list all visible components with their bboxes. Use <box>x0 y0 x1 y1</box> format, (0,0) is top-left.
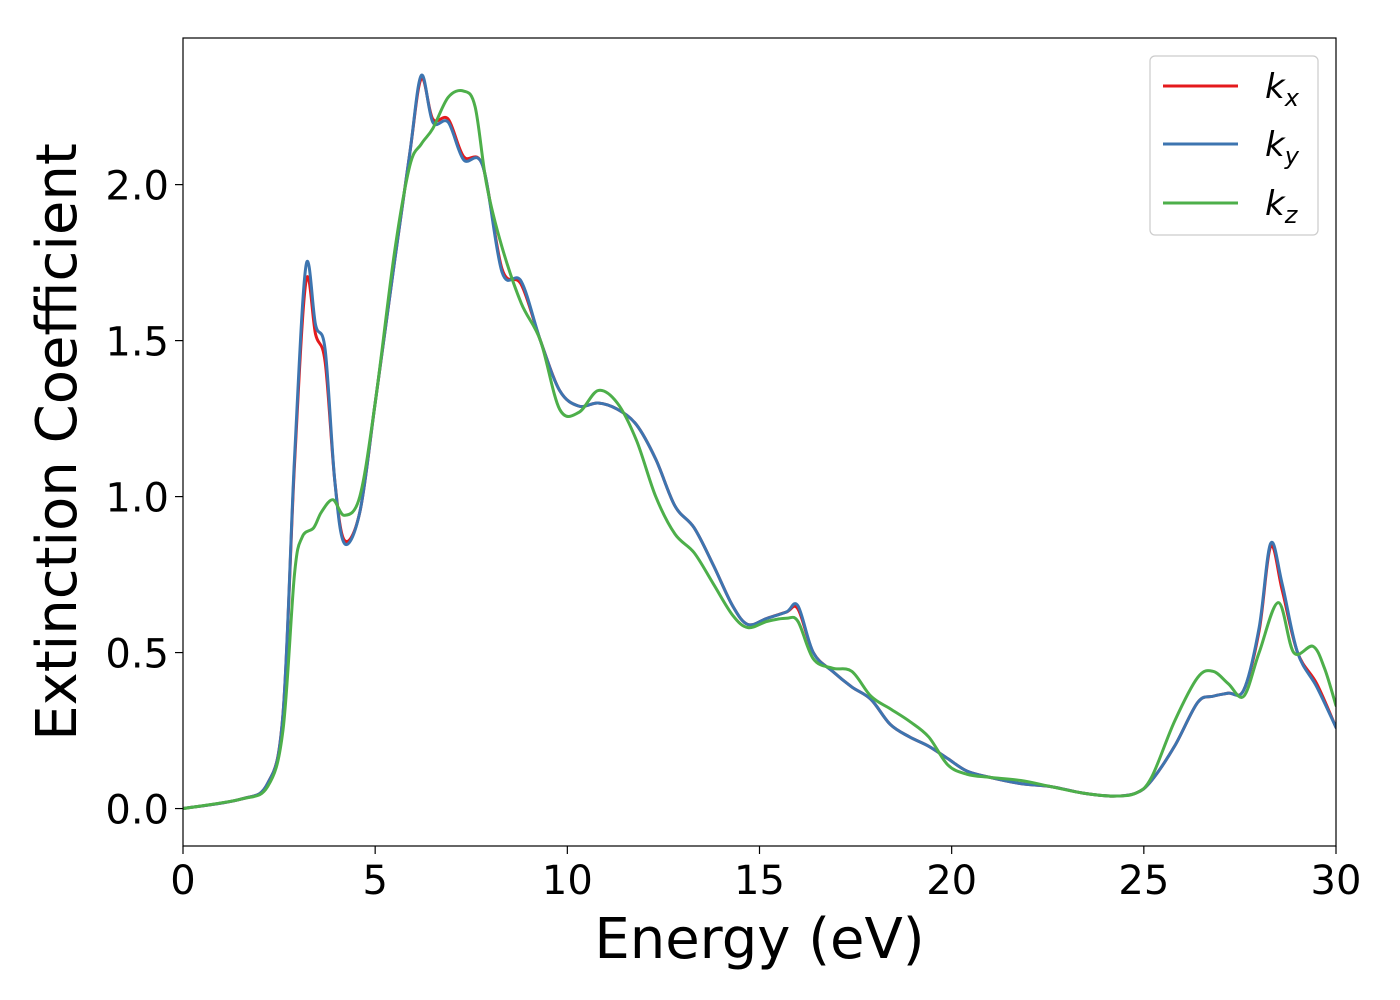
ticks-layer: 0 5 10 15 20 25 30 0.0 0.5 1.0 1.5 2.0 <box>105 164 1361 904</box>
x-axis-label: Energy (eV) <box>594 907 924 972</box>
y-tick-label: 0.0 <box>105 788 169 834</box>
x-tick-label: 0 <box>170 858 195 904</box>
lines-layer <box>183 73 1336 811</box>
x-tick-label: 30 <box>1311 858 1362 904</box>
y-tick-label: 1.0 <box>105 476 169 522</box>
y-tick-label: 2.0 <box>105 164 169 210</box>
legend-label-y: ky <box>1265 125 1300 170</box>
series-line-y <box>183 73 1336 811</box>
series-line-z <box>183 88 1336 811</box>
y-tick-label: 1.5 <box>105 320 169 366</box>
legend: kx ky kz <box>1149 55 1319 236</box>
x-tick-label: 20 <box>926 858 977 904</box>
x-tick-label: 25 <box>1118 858 1169 904</box>
x-tick-label: 15 <box>734 858 785 904</box>
legend-label-z: kz <box>1265 184 1299 229</box>
y-axis-label: Extinction Coefficient <box>25 143 90 741</box>
y-tick-label: 0.5 <box>105 632 169 678</box>
x-tick-label: 10 <box>542 858 593 904</box>
x-tick-label: 5 <box>362 858 387 904</box>
legend-label-x: kx <box>1265 67 1300 112</box>
